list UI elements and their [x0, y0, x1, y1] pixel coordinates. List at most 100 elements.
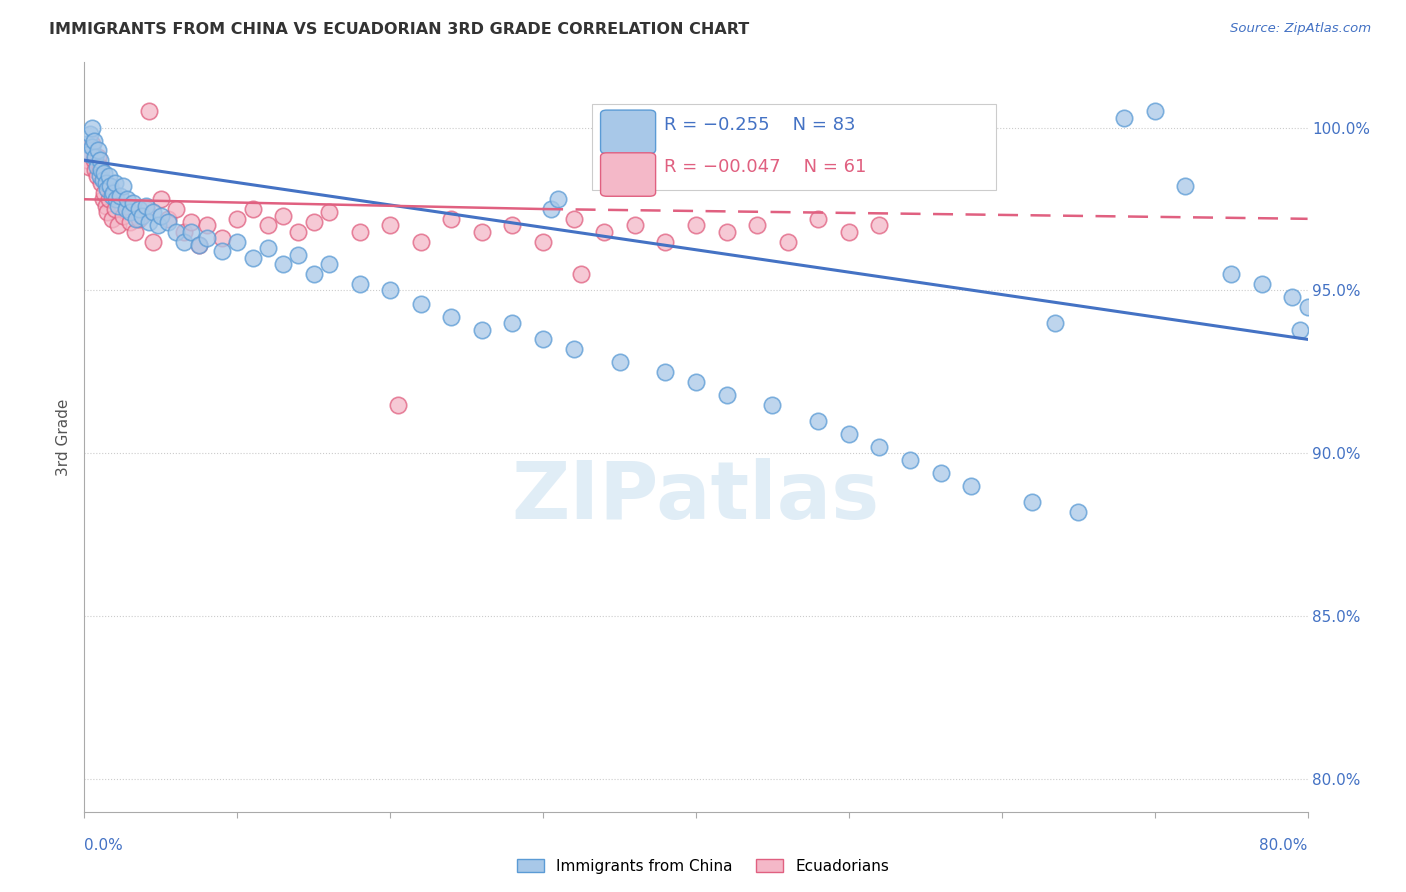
Point: [104, 202, 127, 216]
Point: [188, 238, 211, 252]
Point: [211, 231, 233, 245]
Point: [83, 134, 105, 148]
Point: [502, 316, 524, 330]
Point: [165, 202, 187, 216]
FancyBboxPatch shape: [600, 110, 655, 153]
Point: [89, 153, 111, 168]
Point: [79, 127, 101, 141]
Point: [747, 219, 769, 233]
Point: [624, 219, 647, 233]
Point: [440, 310, 463, 324]
Point: [93, 166, 115, 180]
Point: [98, 179, 121, 194]
Point: [84, 150, 107, 164]
Point: [180, 215, 202, 229]
Point: [173, 225, 195, 239]
Point: [387, 397, 409, 411]
Point: [80, 120, 103, 135]
Point: [86, 160, 108, 174]
Point: [409, 296, 432, 310]
Point: [83, 153, 105, 168]
Point: [135, 199, 157, 213]
Point: [107, 219, 129, 233]
Point: [77, 146, 100, 161]
Point: [111, 209, 134, 223]
Point: [104, 176, 127, 190]
Point: [807, 414, 830, 428]
Point: [80, 140, 103, 154]
Point: [103, 186, 125, 200]
Point: [149, 192, 172, 206]
Point: [593, 225, 616, 239]
Point: [114, 202, 136, 216]
Point: [128, 211, 150, 226]
Point: [302, 267, 325, 281]
Point: [96, 205, 118, 219]
Point: [685, 375, 707, 389]
Point: [569, 267, 592, 281]
Point: [716, 388, 738, 402]
Point: [1250, 277, 1272, 291]
Point: [142, 235, 165, 249]
Point: [87, 144, 110, 158]
Point: [776, 235, 799, 249]
Legend: Immigrants from China, Ecuadorians: Immigrants from China, Ecuadorians: [510, 853, 896, 880]
Point: [76, 153, 98, 168]
Point: [318, 257, 340, 271]
Point: [122, 195, 145, 210]
Point: [120, 205, 142, 219]
Point: [380, 284, 402, 298]
Point: [93, 186, 115, 200]
Point: [562, 342, 585, 356]
Point: [128, 202, 150, 216]
Point: [89, 169, 111, 184]
Point: [90, 176, 112, 190]
Point: [97, 169, 120, 184]
Point: [173, 235, 195, 249]
Point: [531, 235, 554, 249]
Point: [138, 215, 160, 229]
Point: [97, 192, 120, 206]
Point: [157, 215, 180, 229]
Point: [929, 466, 952, 480]
Text: 0.0%: 0.0%: [84, 838, 124, 853]
Point: [125, 211, 148, 226]
Point: [180, 225, 202, 239]
Point: [188, 238, 211, 252]
Point: [87, 150, 110, 164]
FancyBboxPatch shape: [600, 153, 655, 196]
Point: [120, 215, 142, 229]
Point: [1021, 495, 1043, 509]
Point: [471, 322, 494, 336]
Point: [84, 163, 107, 178]
Point: [77, 160, 100, 174]
Point: [287, 225, 309, 239]
Point: [157, 211, 180, 226]
Point: [471, 225, 494, 239]
Point: [960, 479, 983, 493]
Point: [90, 163, 112, 178]
Point: [1220, 267, 1243, 281]
Point: [146, 219, 169, 233]
Point: [105, 192, 128, 206]
Point: [531, 332, 554, 346]
Point: [111, 179, 134, 194]
Point: [271, 257, 294, 271]
Point: [547, 192, 569, 206]
Point: [108, 189, 131, 203]
Point: [124, 225, 146, 239]
Point: [257, 219, 280, 233]
Text: IMMIGRANTS FROM CHINA VS ECUADORIAN 3RD GRADE CORRELATION CHART: IMMIGRANTS FROM CHINA VS ECUADORIAN 3RD …: [49, 22, 749, 37]
Point: [1281, 290, 1303, 304]
Point: [440, 211, 463, 226]
Point: [1174, 179, 1197, 194]
Point: [761, 397, 783, 411]
Point: [80, 136, 103, 151]
Point: [149, 209, 172, 223]
Point: [287, 247, 309, 261]
Point: [195, 231, 218, 245]
Point: [101, 189, 124, 203]
Point: [91, 172, 114, 186]
Point: [242, 251, 264, 265]
Point: [1045, 316, 1067, 330]
